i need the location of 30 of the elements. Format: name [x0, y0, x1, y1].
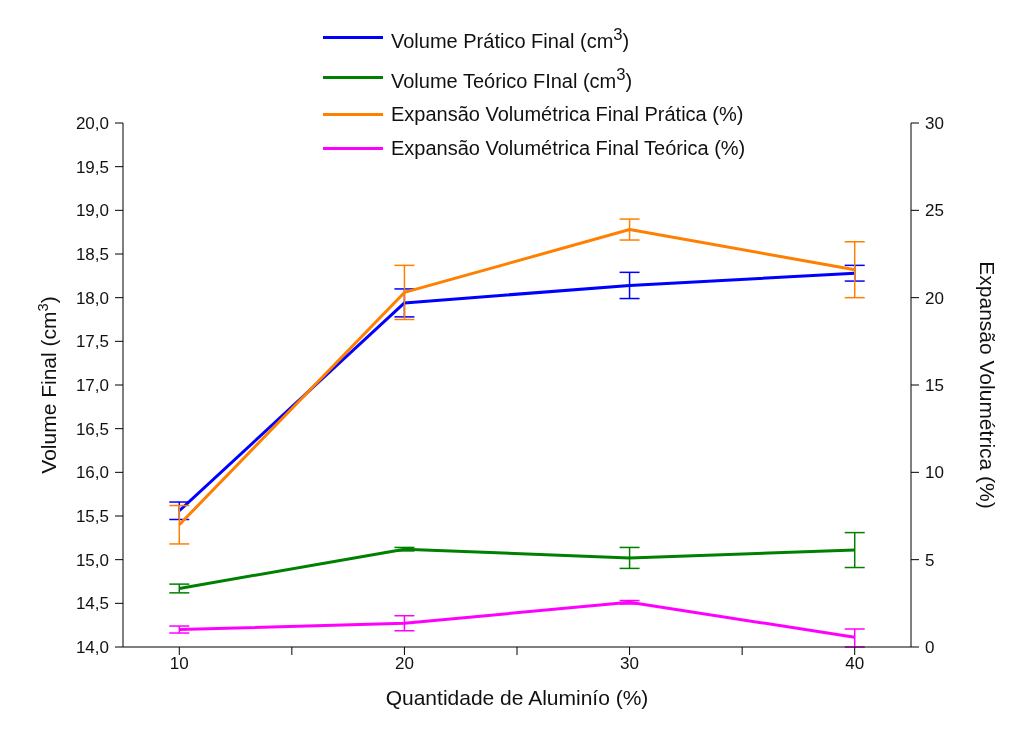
- y2-tick-label: 15: [925, 376, 944, 395]
- y2-tick-label: 30: [925, 114, 944, 133]
- y2-tick-label: 25: [925, 201, 944, 221]
- legend-label: Volume Prático Final (cm$^{3}$): [391, 24, 630, 54]
- y-tick-label: 17,0: [75, 376, 109, 395]
- y-tick-label: 14,5: [75, 594, 109, 614]
- y-tick-label: 16,0: [75, 463, 109, 483]
- y-tick-label: 16,5: [75, 419, 109, 439]
- y-tick-label: 15,5: [75, 507, 109, 526]
- y2-tick-label: 20: [925, 288, 944, 308]
- legend-label: Expansão Volumétrica Final Teórica (%): [391, 136, 746, 162]
- y-tick-label: 19,5: [75, 157, 109, 177]
- y-tick-label: 18,0: [75, 288, 109, 308]
- x-tick-label: 20: [394, 654, 414, 674]
- y-tick-label: 14,0: [75, 638, 109, 657]
- y-tick-label: 15,0: [75, 550, 109, 570]
- y-tick-label: 20,0: [75, 114, 109, 133]
- y2-tick-label: 0: [925, 638, 935, 657]
- y-tick-label: 19,0: [75, 201, 109, 221]
- y2-tick-label: 10: [925, 463, 944, 483]
- x-tick-label: 40: [845, 654, 865, 674]
- legend-label: Expansão Volumétrica Final Prática (%): [391, 102, 744, 128]
- x-axis-title: Quantidade de Aluminío (%): [385, 686, 649, 709]
- y-tick-label: 18,5: [75, 245, 109, 264]
- y-tick-label: 17,5: [75, 332, 109, 352]
- y2-tick-label: 5: [925, 550, 935, 570]
- x-tick-label: 10: [169, 654, 189, 674]
- legend-label: Volume Teórico FInal (cm$^{3}$): [391, 63, 633, 94]
- y2-axis-title: Expansão Volumétrica (%): [976, 261, 999, 509]
- x-tick-label: 30: [620, 654, 640, 674]
